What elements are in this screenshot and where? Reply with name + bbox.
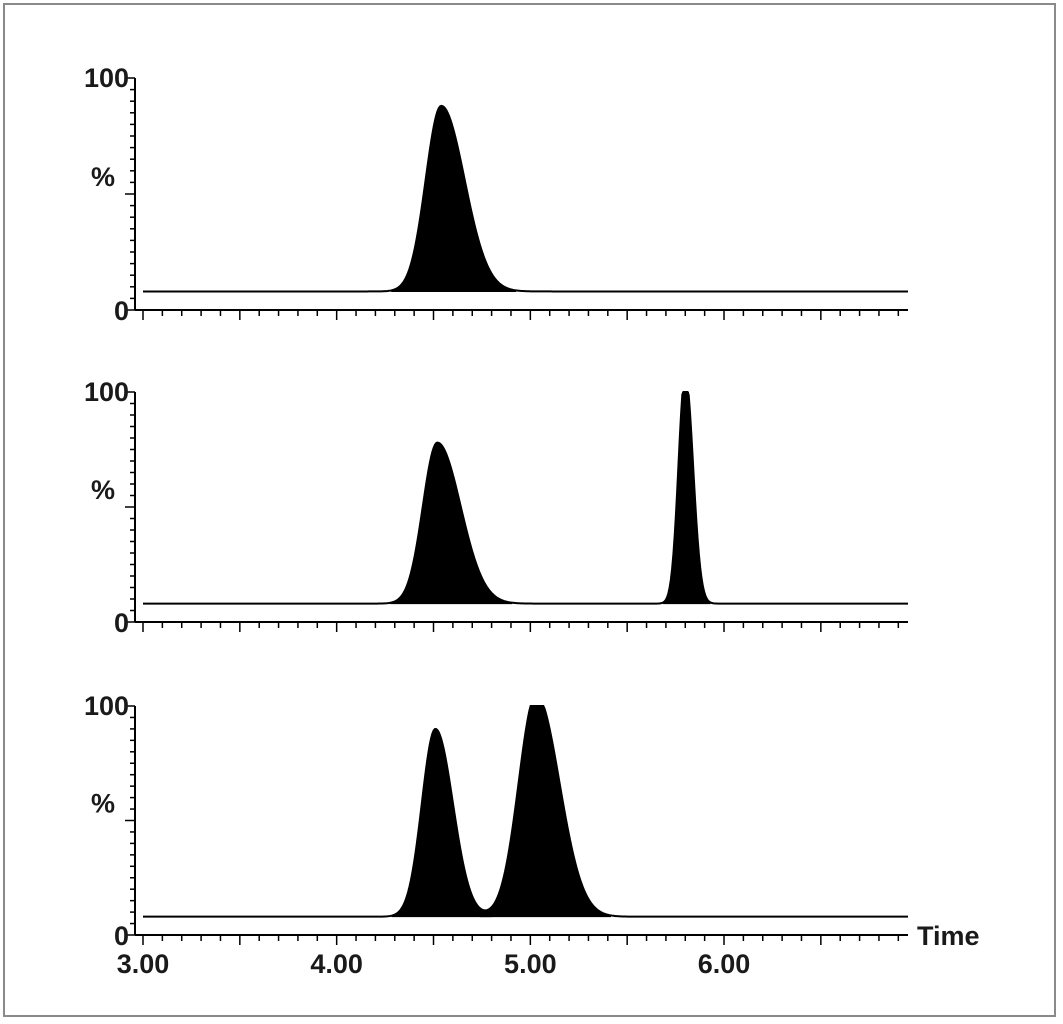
x-axis-label: Time [917, 921, 980, 951]
peak-2-0 [391, 728, 492, 918]
y-axis-label: % [91, 789, 115, 819]
y-tick-label-100: 100 [84, 691, 129, 721]
trace-line [143, 104, 908, 293]
y-axis-label: % [91, 162, 115, 192]
peak-2-1 [479, 705, 612, 918]
trace-line [143, 705, 908, 918]
x-tick-label: 3.00 [117, 949, 170, 979]
y-axis-label: % [91, 475, 115, 505]
y-tick-label-0: 0 [114, 608, 129, 638]
x-tick-label: 6.00 [698, 949, 751, 979]
y-tick-label-0: 0 [114, 296, 129, 326]
y-tick-label-100: 100 [84, 63, 129, 93]
y-tick-label-100: 100 [84, 377, 129, 407]
x-tick-label: 5.00 [504, 949, 557, 979]
peak-1-1 [663, 391, 711, 605]
trace-line [143, 391, 908, 605]
y-tick-label-0: 0 [114, 921, 129, 951]
x-tick-label: 4.00 [310, 949, 363, 979]
